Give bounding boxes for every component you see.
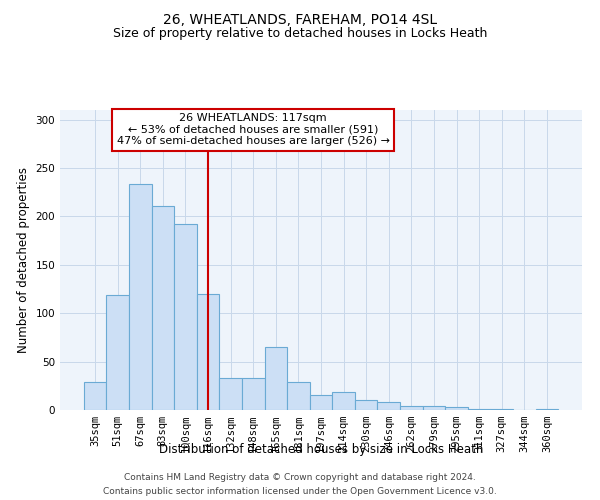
Bar bbox=[310, 396, 332, 410]
Bar bbox=[242, 378, 265, 410]
Bar bbox=[536, 409, 558, 410]
Bar bbox=[152, 206, 174, 410]
Bar bbox=[400, 406, 422, 410]
Bar bbox=[197, 294, 220, 410]
Text: 26 WHEATLANDS: 117sqm
← 53% of detached houses are smaller (591)
47% of semi-det: 26 WHEATLANDS: 117sqm ← 53% of detached … bbox=[116, 113, 389, 146]
Bar bbox=[355, 400, 377, 410]
Bar bbox=[174, 224, 197, 410]
Bar bbox=[377, 402, 400, 410]
Bar bbox=[84, 382, 106, 410]
Text: Distribution of detached houses by size in Locks Heath: Distribution of detached houses by size … bbox=[159, 442, 483, 456]
Bar bbox=[265, 347, 287, 410]
Bar bbox=[220, 378, 242, 410]
Text: Contains HM Land Registry data © Crown copyright and database right 2024.: Contains HM Land Registry data © Crown c… bbox=[124, 472, 476, 482]
Bar bbox=[422, 406, 445, 410]
Bar bbox=[106, 295, 129, 410]
Bar bbox=[490, 409, 513, 410]
Bar bbox=[468, 409, 490, 410]
Bar bbox=[129, 184, 152, 410]
Bar bbox=[332, 392, 355, 410]
Text: Contains public sector information licensed under the Open Government Licence v3: Contains public sector information licen… bbox=[103, 488, 497, 496]
Bar bbox=[287, 382, 310, 410]
Text: Size of property relative to detached houses in Locks Heath: Size of property relative to detached ho… bbox=[113, 28, 487, 40]
Bar bbox=[445, 407, 468, 410]
Y-axis label: Number of detached properties: Number of detached properties bbox=[17, 167, 30, 353]
Text: 26, WHEATLANDS, FAREHAM, PO14 4SL: 26, WHEATLANDS, FAREHAM, PO14 4SL bbox=[163, 12, 437, 26]
